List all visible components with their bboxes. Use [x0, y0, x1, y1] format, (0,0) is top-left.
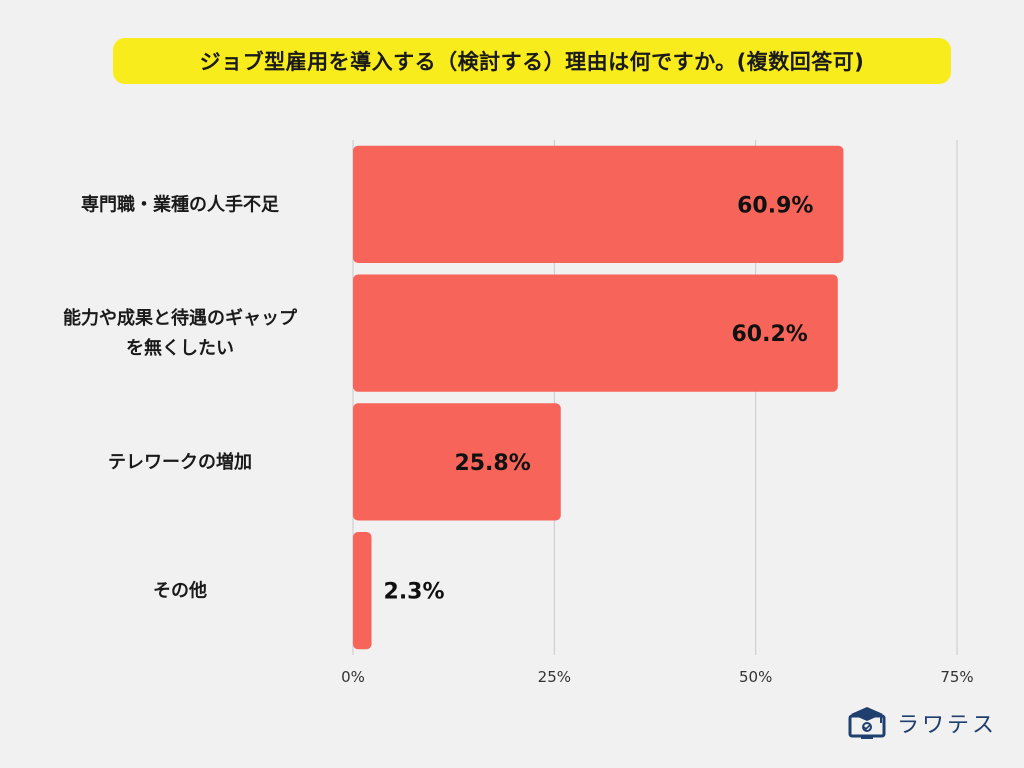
tick-layer: 0% 25% 50% 75%	[341, 668, 974, 686]
bar-3	[353, 532, 372, 650]
x-tick-label: 75%	[940, 668, 973, 686]
chart-title: ジョブ型雇用を導入する（検討する）理由は何ですか。(複数回答可)	[199, 50, 865, 74]
bar-1	[353, 274, 838, 392]
bar-0	[353, 145, 844, 263]
label-layer: 60.9% 専門職・業種の人手不足 60.2% 能力や成果と待遇のギャップを無くしたい…	[63, 193, 813, 604]
brand-name: ラワテス	[897, 713, 998, 738]
x-tick-label: 25%	[538, 668, 571, 686]
category-label: 能力や成果と待遇のギャップ	[63, 307, 298, 329]
bar-value-label: 2.3%	[384, 580, 445, 605]
category-label: を無くしたい	[126, 337, 234, 359]
category-label: 専門職・業種の人手不足	[81, 193, 279, 215]
category-label: テレワークの増加	[108, 451, 252, 473]
brand-logo: ラワテス	[845, 706, 997, 740]
bar-value-label: 60.2%	[731, 322, 807, 347]
bar-2	[353, 403, 561, 521]
bar-value-label: 60.9%	[737, 193, 813, 218]
monitor-graduation-cap-icon	[848, 707, 886, 739]
x-tick-label: 0%	[341, 668, 365, 686]
bar-layer	[353, 145, 844, 650]
chart-title-box: ジョブ型雇用を導入する（検討する）理由は何ですか。(複数回答可)	[113, 38, 951, 84]
x-tick-label: 50%	[739, 668, 772, 686]
category-label: その他	[153, 580, 207, 602]
bar-value-label: 25.8%	[454, 451, 530, 476]
